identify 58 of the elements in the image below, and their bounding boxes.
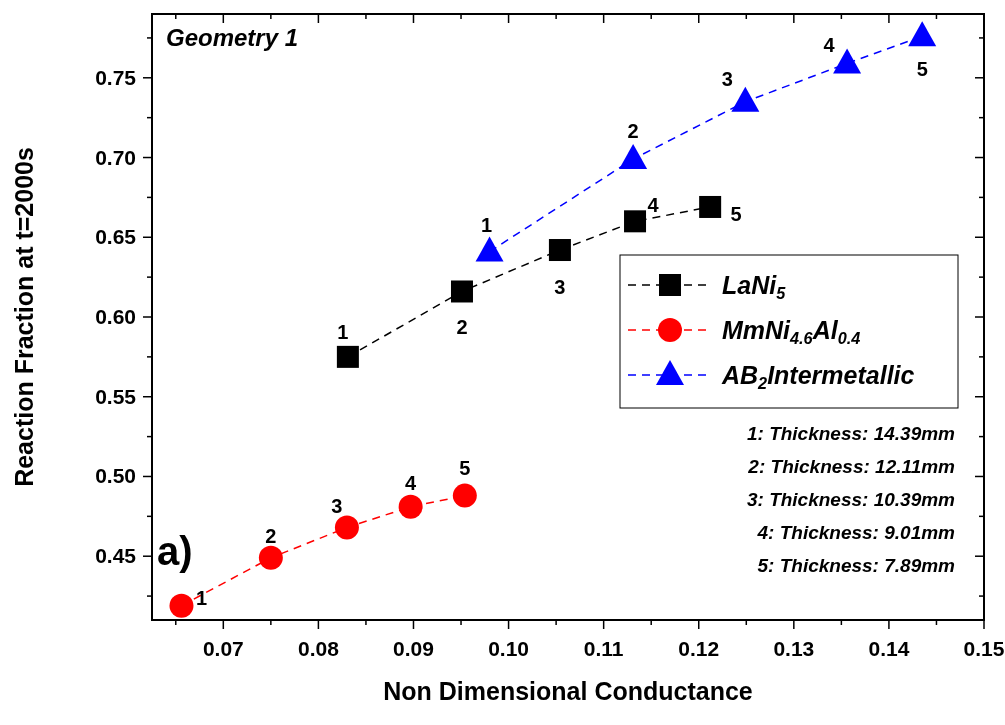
annotation: 2 xyxy=(627,120,639,143)
x-tick-label: 0.10 xyxy=(488,637,530,660)
y-tick-label: 0.55 xyxy=(95,384,137,408)
x-axis-title: Non Dimensional Conductance xyxy=(383,677,753,705)
annotation: 3: Thickness: 10.39mm xyxy=(746,489,956,510)
annotation: 1 xyxy=(195,586,208,609)
chart-title: Geometry 1 xyxy=(166,24,299,51)
point xyxy=(731,86,760,112)
x-tick-label: 0.14 xyxy=(868,637,910,660)
annotation: 4 xyxy=(405,471,418,494)
x-tick-label: 0.09 xyxy=(393,637,434,660)
annotation: 4 xyxy=(647,194,660,217)
y-tick-label: 0.65 xyxy=(95,225,137,249)
point xyxy=(450,280,473,303)
point xyxy=(452,483,477,508)
annotation: 3 xyxy=(554,276,566,299)
x-tick-label: 0.07 xyxy=(202,637,244,660)
y-axis-title: Reaction Fraction at t=2000s xyxy=(10,147,38,487)
point xyxy=(624,210,647,233)
annotation: 2: Thickness: 12.11mm xyxy=(747,456,956,477)
point xyxy=(169,593,194,618)
point xyxy=(833,48,862,74)
legend-label: MmNi$_{4.6}$Al$_{0.4}$ xyxy=(722,316,861,347)
x-tick-label: 0.12 xyxy=(678,637,720,660)
x-tick-label: 0.13 xyxy=(773,637,815,660)
annotation: 2 xyxy=(456,316,468,339)
point xyxy=(908,21,937,47)
point xyxy=(258,545,283,570)
y-tick-label: 0.45 xyxy=(95,544,137,568)
point xyxy=(475,236,504,262)
x-tick-label: 0.15 xyxy=(963,637,1005,660)
annotation: 2 xyxy=(265,524,277,547)
annotation: 3 xyxy=(331,494,343,517)
x-tick-label: 0.11 xyxy=(583,637,624,660)
y-tick-label: 0.70 xyxy=(95,145,136,169)
annotation: 5: Thickness: 7.89mm xyxy=(757,555,956,576)
y-tick-label: 0.50 xyxy=(95,464,136,488)
x-tick-label: 0.08 xyxy=(297,637,340,660)
annotation: a) xyxy=(157,529,193,573)
legend-label: AB$_{2}$Intermetallic xyxy=(721,361,915,392)
annotation: 5 xyxy=(916,58,928,81)
annotation: 1: Thickness: 14.39mm xyxy=(746,423,956,444)
point xyxy=(334,515,359,540)
y-tick-label: 0.75 xyxy=(95,65,137,89)
point xyxy=(619,144,648,170)
annotation: 5 xyxy=(459,456,471,479)
y-tick-label: 0.60 xyxy=(95,305,136,328)
legend-label: LaNi$_{5}$ xyxy=(722,271,787,302)
point xyxy=(699,195,722,218)
point xyxy=(336,345,359,368)
annotation: 4: Thickness: 9.01mm xyxy=(756,522,956,543)
point xyxy=(548,239,571,262)
point xyxy=(398,494,423,519)
annotation: 1 xyxy=(480,213,493,236)
annotation: 3 xyxy=(721,67,733,90)
annotation: 1 xyxy=(337,320,349,343)
annotation: 5 xyxy=(730,202,742,225)
annotation: 4 xyxy=(823,34,836,57)
